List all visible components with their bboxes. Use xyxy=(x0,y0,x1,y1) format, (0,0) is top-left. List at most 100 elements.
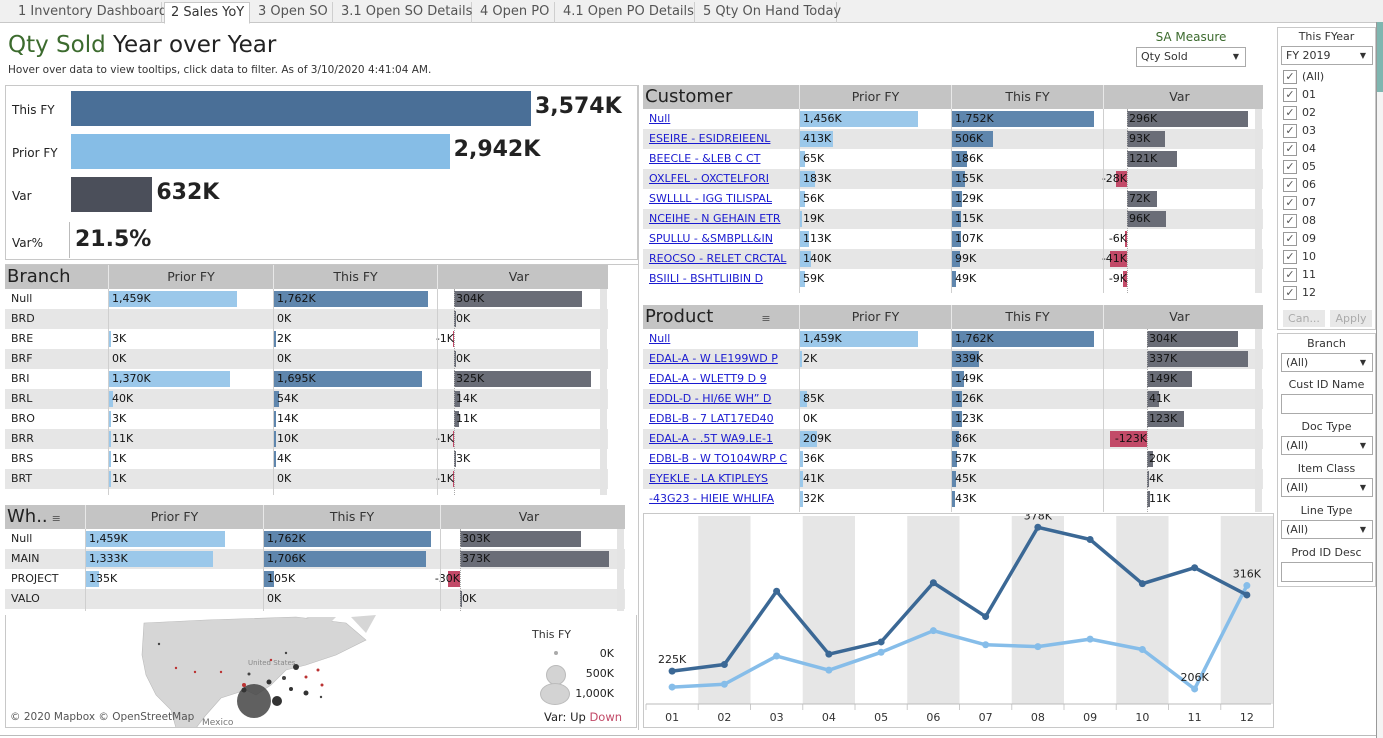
var-bar[interactable] xyxy=(1147,331,1239,347)
this-fy-point[interactable] xyxy=(982,613,990,621)
var-bar[interactable] xyxy=(452,431,454,447)
var-bar[interactable] xyxy=(452,471,454,487)
this-fyear-dropdown[interactable]: FY 2019 ▼ xyxy=(1281,46,1373,65)
table-row[interactable]: EDAL-A - WLETT9 D 9 149K 149K xyxy=(643,369,1263,389)
var-bar[interactable] xyxy=(1127,111,1249,127)
line-type-filter-dropdown[interactable]: (All) ▼ xyxy=(1281,520,1373,539)
prior-fy-point[interactable] xyxy=(929,627,937,635)
map-point[interactable] xyxy=(193,670,197,674)
warehouse-header-var[interactable]: Var xyxy=(440,505,617,529)
prior-fy-bar[interactable] xyxy=(86,531,226,547)
var-bar[interactable] xyxy=(1123,271,1127,287)
checkbox-label[interactable]: 07 xyxy=(1302,196,1316,209)
line-chart-svg[interactable]: 01 02 03 04 05 06 07 08 09 10 11 12 225K 378K 206K 316K xyxy=(644,509,1275,729)
checkbox-04[interactable]: ✓ xyxy=(1283,142,1297,156)
checkbox-label[interactable]: (All) xyxy=(1302,70,1325,83)
var-bar[interactable] xyxy=(1147,391,1160,407)
var-bar[interactable] xyxy=(460,531,582,547)
warehouse-header-prior-fy[interactable]: Prior FY xyxy=(85,505,263,529)
table-row[interactable]: BSIILI - BSHTLIIBIN D 59K 49K -9K xyxy=(643,269,1263,289)
map-point[interactable] xyxy=(319,695,323,699)
kpi-value[interactable]: 2,942K xyxy=(453,137,541,162)
customer-header-this-fy[interactable]: This FY xyxy=(951,85,1103,109)
table-row[interactable]: Null 1,456K 1,752K 296K xyxy=(643,109,1263,129)
this-fy-bar[interactable] xyxy=(952,471,956,487)
customer-row-label[interactable]: NCEIHE - N GEHAIN ETR xyxy=(649,212,781,225)
map-point[interactable] xyxy=(242,683,246,687)
kpi-bar-this-fy[interactable] xyxy=(71,91,531,126)
kpi-value[interactable]: 21.5% xyxy=(75,227,152,252)
var-bar[interactable] xyxy=(454,411,459,427)
checkbox-label[interactable]: 05 xyxy=(1302,160,1316,173)
this-fy-bar[interactable] xyxy=(952,351,980,367)
this-fy-point[interactable] xyxy=(929,579,937,587)
table-row[interactable]: OXLFEL - OXCTELFORI 183K 155K -28K xyxy=(643,169,1263,189)
tab-3-1-open-so-details[interactable]: 3.1 Open SO Details xyxy=(335,2,472,23)
cancel-button[interactable]: Can... xyxy=(1283,310,1325,327)
tab-4-open-po[interactable]: 4 Open PO xyxy=(474,2,555,23)
prod-id-input[interactable] xyxy=(1281,562,1373,582)
var-bar[interactable] xyxy=(1127,131,1166,147)
prior-fy-bar[interactable] xyxy=(109,391,113,407)
prior-fy-bar[interactable] xyxy=(109,431,111,447)
sort-icon[interactable]: ≡ xyxy=(761,312,771,325)
var-bar[interactable] xyxy=(1127,191,1157,207)
var-bar[interactable] xyxy=(1110,251,1127,267)
prior-fy-bar[interactable] xyxy=(109,331,111,347)
branch-filter-dropdown[interactable]: (All) ▼ xyxy=(1281,353,1373,372)
table-row[interactable]: BRL 40K 54K 14K xyxy=(5,389,608,409)
map-point[interactable] xyxy=(320,683,324,687)
map-point[interactable] xyxy=(316,668,320,672)
vertical-scrollbar[interactable] xyxy=(617,529,624,611)
this-fy-bar[interactable] xyxy=(274,331,276,347)
this-fy-line[interactable] xyxy=(671,525,1248,673)
customer-row-label[interactable]: ESEIRE - ESIDREIEENL xyxy=(649,132,771,145)
checkbox-label[interactable]: 08 xyxy=(1302,214,1316,227)
item-class-filter-dropdown[interactable]: (All) ▼ xyxy=(1281,478,1373,497)
prior-fy-point[interactable] xyxy=(1086,635,1094,643)
this-fy-bar[interactable] xyxy=(952,251,961,267)
this-fy-point[interactable] xyxy=(877,638,885,646)
var-bar[interactable] xyxy=(1147,451,1153,467)
cust-id-input[interactable] xyxy=(1281,394,1373,414)
this-fy-bar[interactable] xyxy=(264,571,274,587)
var-bar[interactable] xyxy=(454,371,591,387)
this-fy-bar[interactable] xyxy=(952,451,957,467)
map-attribution[interactable]: © 2020 Mapbox © OpenStreetMap xyxy=(10,711,195,723)
map-point[interactable] xyxy=(284,651,288,655)
product-row-label[interactable]: EDAL-A - WLETT9 D 9 xyxy=(649,372,767,385)
var-bar[interactable] xyxy=(454,391,460,407)
var-bar[interactable] xyxy=(454,291,582,307)
prior-fy-bar[interactable] xyxy=(800,491,803,507)
prior-fy-bar[interactable] xyxy=(800,251,812,267)
prior-fy-point[interactable] xyxy=(982,641,990,649)
tab-1-inventory-dashboard[interactable]: 1 Inventory Dashboard xyxy=(12,2,167,23)
table-row[interactable]: Null 1,459K 1,762K 304K xyxy=(5,289,608,309)
map-point[interactable] xyxy=(289,687,293,691)
checkbox-05[interactable]: ✓ xyxy=(1283,160,1297,174)
var-bar[interactable] xyxy=(1147,411,1184,427)
prior-fy-bar[interactable] xyxy=(800,151,806,167)
prior-fy-point[interactable] xyxy=(1243,582,1251,590)
product-row-label[interactable]: EYEKLE - LA KTIPLEYS xyxy=(649,472,769,485)
this-fy-bar[interactable] xyxy=(952,231,961,247)
prior-fy-bar[interactable] xyxy=(800,471,804,487)
table-row[interactable]: EDAL-A - W LE199WD P 2K 339K 337K xyxy=(643,349,1263,369)
branch-header-var[interactable]: Var xyxy=(437,265,600,289)
customer-row-label[interactable]: Null xyxy=(649,112,671,125)
product-row-label[interactable]: EDDL-D - HI/6E WH” D xyxy=(649,392,772,405)
map-point[interactable] xyxy=(247,672,251,676)
this-fy-point[interactable] xyxy=(1034,523,1042,531)
var-bar[interactable] xyxy=(460,551,610,567)
customer-row-label[interactable]: OXLFEL - OXCTELFORI xyxy=(649,172,770,185)
map-point[interactable] xyxy=(269,658,273,662)
prior-fy-bar[interactable] xyxy=(800,431,817,447)
customer-row-label[interactable]: SPULLU - &SMBPLL&IN xyxy=(649,232,773,245)
product-header-prior-fy[interactable]: Prior FY xyxy=(799,305,951,329)
prior-fy-point[interactable] xyxy=(668,683,676,691)
this-fy-point[interactable] xyxy=(1243,591,1251,599)
prior-fy-bar[interactable] xyxy=(86,551,214,567)
prior-fy-bar[interactable] xyxy=(800,131,834,147)
prior-fy-bar[interactable] xyxy=(800,171,815,187)
table-row[interactable]: Null 1,459K 1,762K 303K xyxy=(5,529,625,549)
